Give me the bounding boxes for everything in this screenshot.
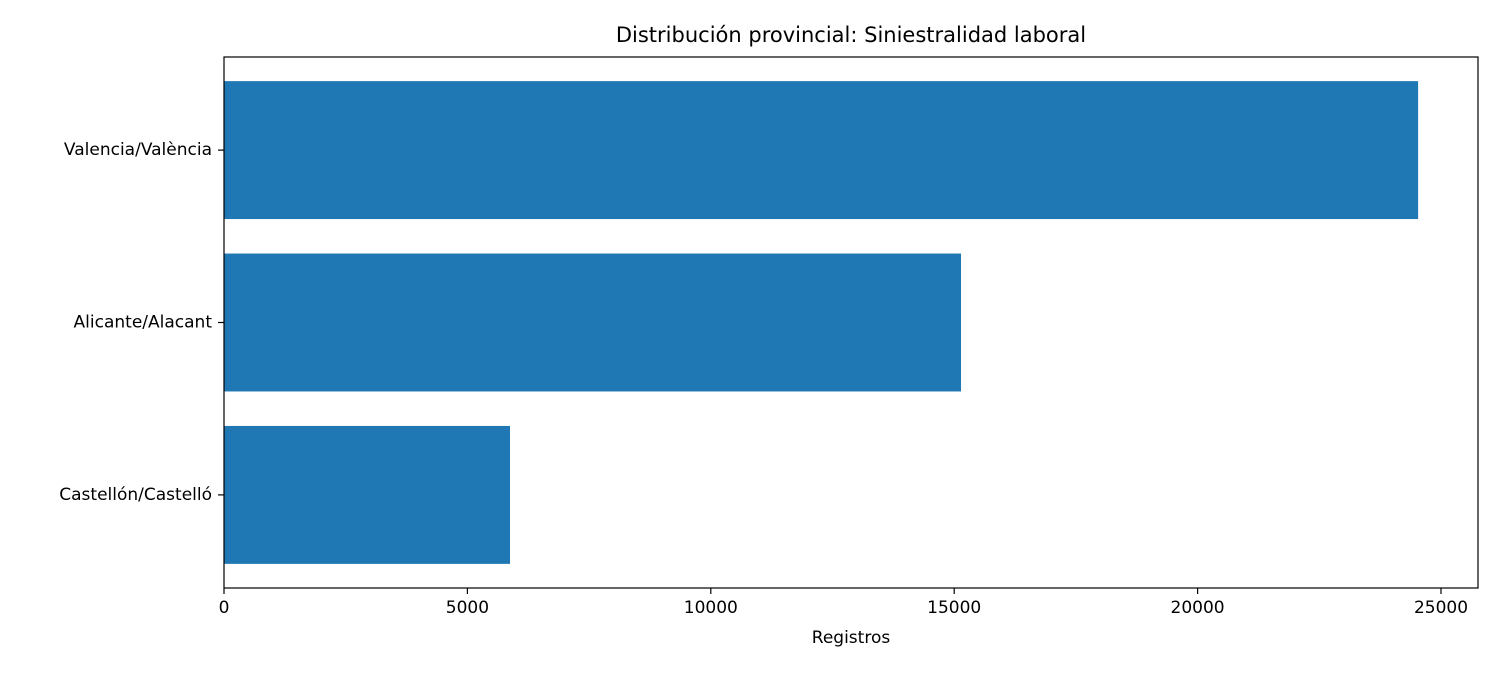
- plot-frame: [223, 56, 1479, 589]
- bar: [224, 253, 962, 392]
- x-tick-label: 15000: [927, 598, 981, 618]
- x-tick-label: 20000: [1171, 598, 1225, 618]
- bar: [224, 425, 510, 564]
- y-tick-label: Castellón/Castelló: [59, 485, 212, 505]
- x-tick-label: 25000: [1414, 598, 1468, 618]
- x-tick-label: 0: [219, 598, 230, 618]
- x-tick-label: 5000: [446, 598, 489, 618]
- x-axis-label: Registros: [812, 628, 891, 648]
- y-tick-label: Alicante/Alacant: [74, 313, 213, 333]
- y-tick-label: Valencia/València: [64, 140, 212, 160]
- bar: [224, 81, 1419, 220]
- chart-title: Distribución provincial: Siniestralidad …: [616, 23, 1086, 47]
- x-tick-label: 10000: [684, 598, 738, 618]
